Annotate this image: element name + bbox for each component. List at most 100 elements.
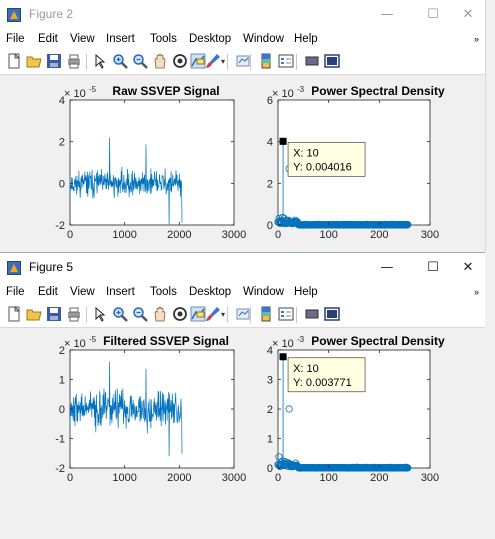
filtered-psd-xtick-label: 200 xyxy=(370,472,388,484)
brush-dropdown-icon[interactable]: ▾ xyxy=(221,310,226,319)
minimize-button[interactable]: — xyxy=(380,7,394,22)
menu-tools[interactable]: Tools xyxy=(150,286,177,298)
raw-psd-datatip[interactable]: X: 10 Y: 0.004016 xyxy=(287,141,366,177)
filtered-psd-datatip-x: X: 10 xyxy=(293,363,319,375)
save-icon[interactable] xyxy=(46,306,62,322)
menu-overflow-icon[interactable]: » xyxy=(473,34,479,44)
raw-psd-y-exponent-power: -3 xyxy=(297,85,305,94)
minimize-button[interactable]: — xyxy=(380,260,394,275)
menu-overflow-icon[interactable]: » xyxy=(473,287,479,297)
toolbar-separator xyxy=(296,307,297,323)
link-plot-icon[interactable] xyxy=(236,306,252,322)
rotate-3d-icon[interactable] xyxy=(172,53,188,69)
filtered-signal-y-exponent: × 10 xyxy=(64,338,86,350)
zoom-in-icon[interactable] xyxy=(112,53,128,69)
menu-view[interactable]: View xyxy=(70,286,95,298)
hide-plot-tools-icon[interactable] xyxy=(304,306,320,322)
raw-signal-y-exponent-power: -5 xyxy=(89,85,97,94)
menu-bar: File Edit View Insert Tools Desktop Wind… xyxy=(0,30,485,50)
raw-psd-ytick-label: 4 xyxy=(267,137,273,149)
filtered-psd-xtick-label: 300 xyxy=(421,472,439,484)
new-figure-icon[interactable] xyxy=(6,53,22,69)
menu-desktop[interactable]: Desktop xyxy=(189,33,232,45)
raw-psd-ytick-label: 0 xyxy=(267,220,273,232)
raw-signal-xtick-label: 1000 xyxy=(112,229,136,241)
zoom-out-icon[interactable] xyxy=(132,53,148,69)
open-file-icon[interactable] xyxy=(26,53,42,69)
open-file-icon[interactable] xyxy=(26,306,42,322)
filtered-signal-xtick-label: 3000 xyxy=(222,472,246,484)
print-icon[interactable] xyxy=(66,306,82,322)
maximize-button[interactable]: ☐ xyxy=(427,260,439,275)
new-figure-icon[interactable] xyxy=(6,306,22,322)
zoom-in-icon[interactable] xyxy=(112,306,128,322)
raw-psd-xtick-label: 100 xyxy=(319,229,337,241)
menu-bar: File Edit View Insert Tools Desktop Wind… xyxy=(0,283,485,303)
filtered-psd-datatip[interactable]: X: 10 Y: 0.003771 xyxy=(287,357,366,393)
data-cursor-icon[interactable] xyxy=(190,53,206,69)
pointer-icon[interactable] xyxy=(92,53,108,69)
raw-psd-datatip-marker[interactable] xyxy=(279,137,287,145)
insert-colorbar-icon[interactable] xyxy=(258,53,274,69)
menu-window[interactable]: Window xyxy=(243,33,284,45)
brush-icon[interactable] xyxy=(205,306,221,322)
raw-signal-axes[interactable] xyxy=(69,99,235,226)
filtered-psd-ytick-label: 4 xyxy=(267,345,273,357)
close-button[interactable]: ✕ xyxy=(462,260,474,275)
insert-legend-icon[interactable] xyxy=(278,306,294,322)
brush-dropdown-icon[interactable]: ▾ xyxy=(221,57,226,66)
raw-signal-ytick-label: 4 xyxy=(59,95,65,107)
filtered-psd-datatip-marker[interactable] xyxy=(279,353,287,361)
brush-icon[interactable] xyxy=(205,53,221,69)
menu-insert[interactable]: Insert xyxy=(106,33,135,45)
show-plot-tools-icon[interactable] xyxy=(324,306,340,322)
raw-signal-signal-line xyxy=(69,137,183,226)
menu-insert[interactable]: Insert xyxy=(106,286,135,298)
data-cursor-icon[interactable] xyxy=(190,306,206,322)
title-bar[interactable]: Figure 5 — ☐ ✕ xyxy=(0,253,485,283)
raw-psd-xtick-label: 200 xyxy=(370,229,388,241)
menu-help[interactable]: Help xyxy=(294,33,318,45)
close-button[interactable]: ✕ xyxy=(462,7,474,22)
maximize-button[interactable]: ☐ xyxy=(427,7,439,22)
pan-icon[interactable] xyxy=(152,53,168,69)
menu-desktop[interactable]: Desktop xyxy=(189,286,232,298)
filtered-signal-xtick-label: 1000 xyxy=(112,472,136,484)
window-title: Figure 2 xyxy=(29,7,74,21)
menu-help[interactable]: Help xyxy=(294,286,318,298)
filtered-signal-title: Filtered SSVEP Signal xyxy=(103,334,229,348)
menu-edit[interactable]: Edit xyxy=(38,286,58,298)
insert-colorbar-icon[interactable] xyxy=(258,306,274,322)
title-bar[interactable]: Figure 2 — ☐ ✕ xyxy=(0,0,485,30)
pan-icon[interactable] xyxy=(152,306,168,322)
show-plot-tools-icon[interactable] xyxy=(324,53,340,69)
filtered-psd-y-exponent-power: -3 xyxy=(297,335,305,344)
raw-psd-psd-markers xyxy=(274,137,412,229)
menu-file[interactable]: File xyxy=(6,286,25,298)
link-plot-icon[interactable] xyxy=(236,53,252,69)
zoom-out-icon[interactable] xyxy=(132,306,148,322)
raw-psd-title: Power Spectral Density xyxy=(311,84,445,98)
pointer-icon[interactable] xyxy=(92,306,108,322)
raw-signal-ytick-label: 2 xyxy=(59,137,65,149)
filtered-signal-ytick-label: -1 xyxy=(55,434,65,446)
filtered-psd-ytick-label: 2 xyxy=(267,404,273,416)
figure-canvas: -2 0 2 4 0 1000 2000 3000 × 10 -5 Raw SSVEP Signal… xyxy=(0,75,485,252)
menu-file[interactable]: File xyxy=(6,33,25,45)
figure-toolbar: ▾ xyxy=(0,50,485,75)
menu-view[interactable]: View xyxy=(70,33,95,45)
raw-signal-xtick-label: 2000 xyxy=(167,229,191,241)
rotate-3d-icon[interactable] xyxy=(172,306,188,322)
hide-plot-tools-icon[interactable] xyxy=(304,53,320,69)
menu-edit[interactable]: Edit xyxy=(38,33,58,45)
menu-window[interactable]: Window xyxy=(243,286,284,298)
print-icon[interactable] xyxy=(66,53,82,69)
filtered-signal-ytick-label: -2 xyxy=(55,463,65,475)
filtered-psd-datatip-y: Y: 0.003771 xyxy=(293,377,352,389)
insert-legend-icon[interactable] xyxy=(278,53,294,69)
figure-window: Figure 2 — ☐ ✕ File Edit View Insert Too… xyxy=(0,0,486,252)
menu-tools[interactable]: Tools xyxy=(150,33,177,45)
save-icon[interactable] xyxy=(46,53,62,69)
matlab-figure-icon xyxy=(7,8,21,22)
